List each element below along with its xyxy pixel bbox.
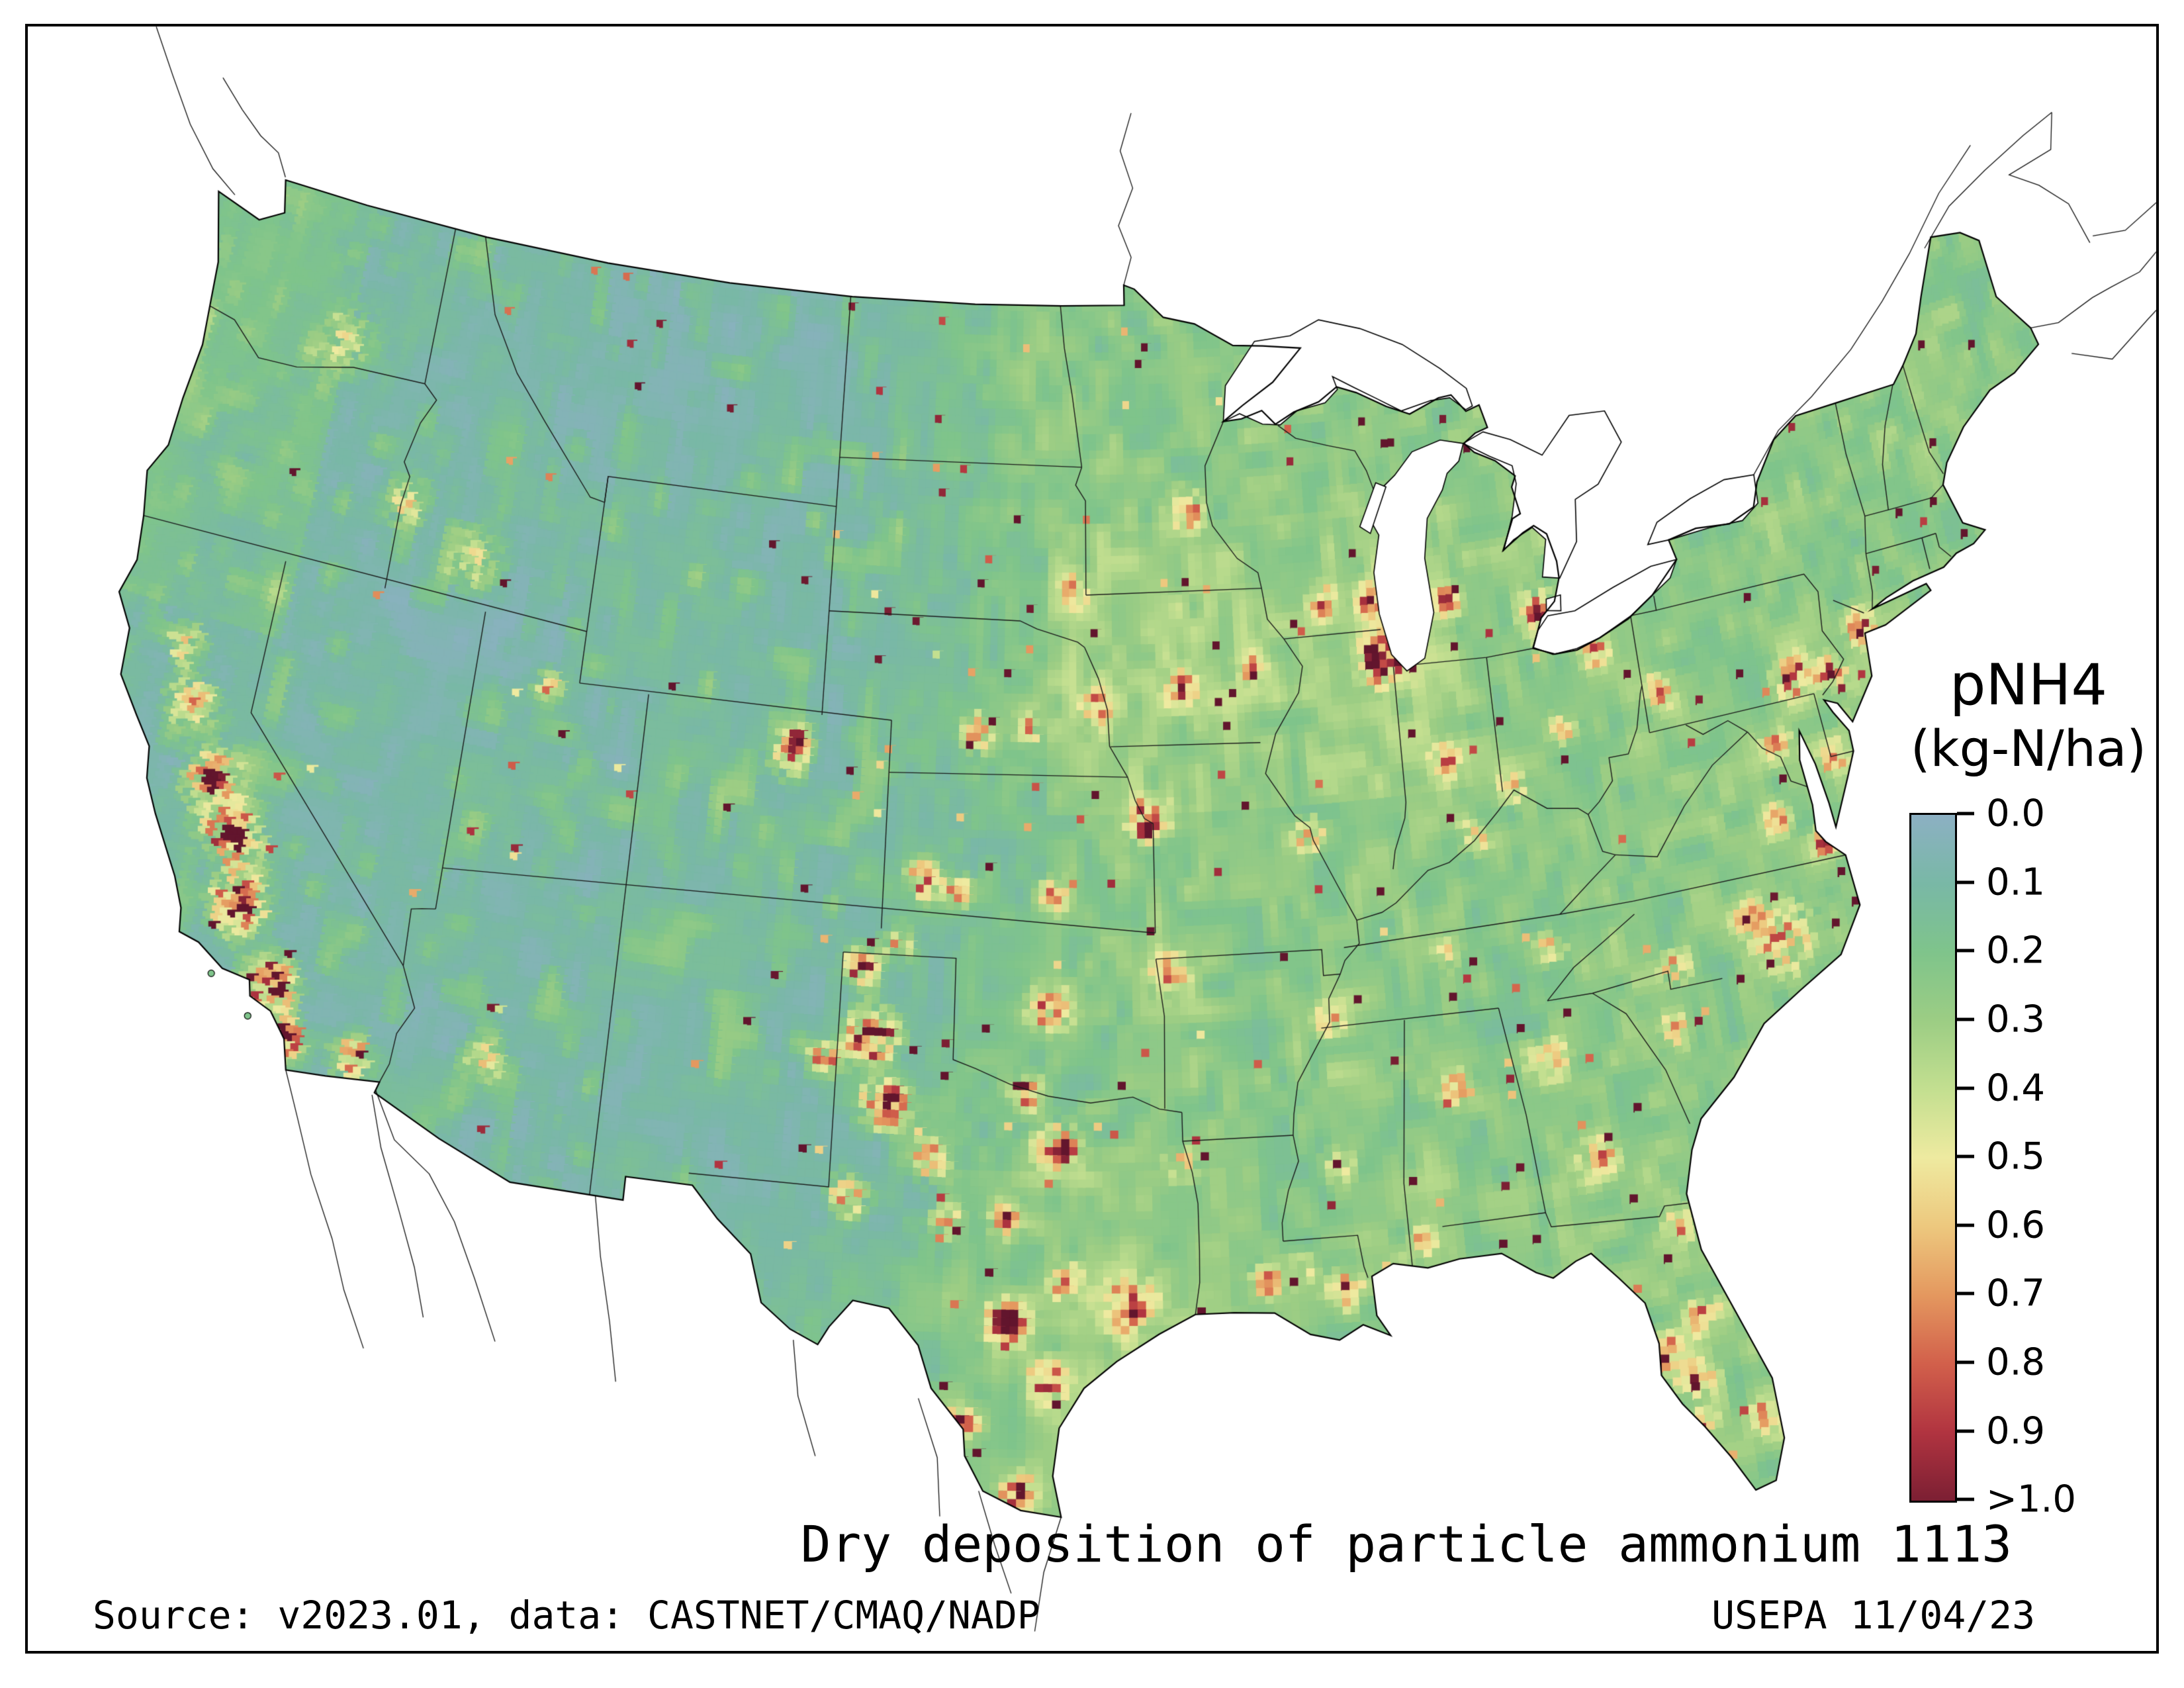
tick-label: 0.4 [1986,1066,2046,1110]
legend-colorbar [1909,813,1957,1503]
legend-tick: 0.6 [1957,1203,2045,1246]
tick-label: 0.2 [1986,929,2046,972]
legend-tick: 0.9 [1957,1409,2045,1452]
tick-mark [1957,1086,1974,1090]
legend-tick: 0.7 [1957,1272,2045,1315]
tick-label: 0.1 [1986,861,2046,904]
tick-label: 0.3 [1986,998,2046,1041]
tick-label: 0.8 [1986,1340,2046,1384]
tick-mark [1957,1154,1974,1158]
tick-mark [1957,812,1974,816]
figure-border [25,24,2159,1654]
legend-tick: 0.5 [1957,1135,2045,1178]
tick-label: 0.9 [1986,1409,2046,1453]
legend-tick: 0.8 [1957,1340,2045,1383]
tick-mark [1957,1017,1974,1021]
agency-date-note: USEPA 11/04/23 [1711,1593,2035,1638]
legend-units-label: (kg-N/ha) [1910,719,2147,778]
legend-tick: 0.0 [1957,792,2045,835]
tick-label: >1.0 [1986,1477,2076,1521]
tick-mark [1957,880,1974,884]
legend-tick: 0.1 [1957,861,2045,904]
legend-tick: >1.0 [1957,1478,2076,1521]
legend-title: pNH4 (kg-N/ha) [1883,652,2174,778]
tick-mark [1957,949,1974,953]
tick-mark [1957,1223,1974,1227]
legend-tick: 0.3 [1957,998,2045,1041]
map-title: Dry deposition of particle ammonium 1113 [800,1515,2012,1573]
tick-label: 0.5 [1986,1135,2046,1178]
tick-mark [1957,1429,1974,1433]
legend-scale: 0.0 0.1 0.2 0.3 0.4 0.5 0.6 0.7 0.8 0.9 >1.0 [1909,792,2175,1521]
tick-label: 0.0 [1986,792,2046,835]
source-note: Source: v2023.01, data: CASTNET/CMAQ/NAD… [93,1593,1040,1638]
tick-label: 0.6 [1986,1203,2046,1247]
legend: pNH4 (kg-N/ha) 0.0 0.1 0.2 0.3 0.4 0.5 0.6 0.7 0… [1883,652,2175,1521]
tick-mark [1957,1291,1974,1295]
legend-tick-labels: 0.0 0.1 0.2 0.3 0.4 0.5 0.6 0.7 0.8 0.9 >1.0 [1957,792,2175,1521]
legend-tick: 0.4 [1957,1066,2045,1109]
tick-label: 0.7 [1986,1272,2046,1315]
legend-variable-label: pNH4 [1949,652,2108,718]
legend-tick: 0.2 [1957,929,2045,972]
tick-mark [1957,1497,1974,1501]
tick-mark [1957,1360,1974,1364]
